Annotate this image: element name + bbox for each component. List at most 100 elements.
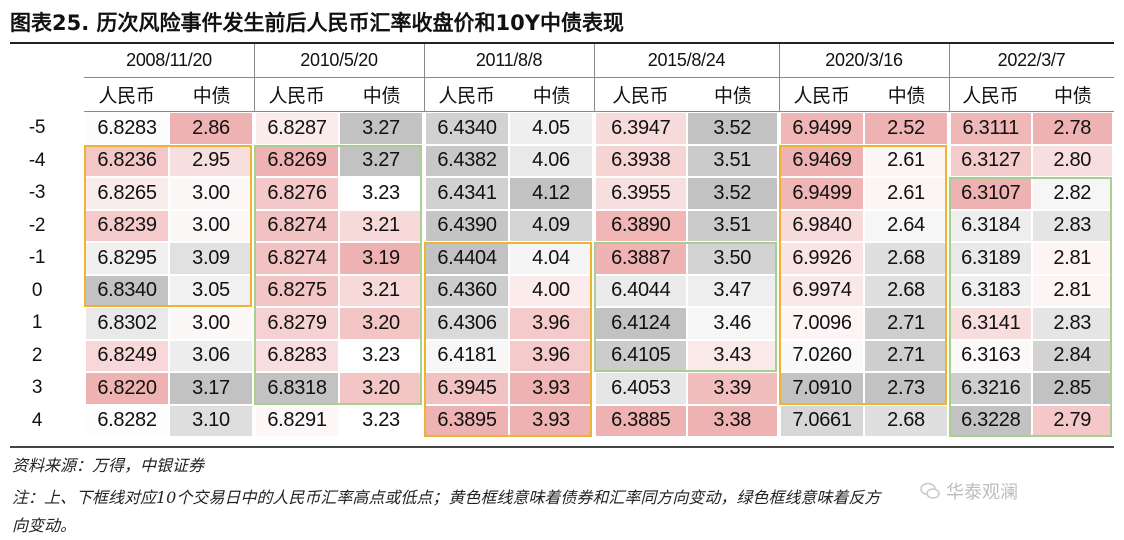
bond-value-cell: 3.52	[687, 113, 777, 144]
cny-value-cell: 6.3938	[596, 145, 686, 176]
cny-value-cell: 6.4124	[596, 308, 686, 339]
bond-value-cell: 3.93	[510, 373, 592, 404]
cny-value-cell: 6.3890	[596, 210, 686, 241]
bond-value-cell: 3.23	[340, 405, 422, 436]
bond-value-cell: 2.52	[865, 113, 947, 144]
cny-value-cell: 7.0910	[781, 373, 863, 404]
bond-value-cell: 2.86	[170, 113, 252, 144]
cny-value-cell: 6.9926	[781, 243, 863, 274]
cny-column-header: 人民币	[949, 78, 1032, 112]
cny-value-cell: 6.8269	[256, 145, 338, 176]
bond-value-cell: 4.06	[510, 145, 592, 176]
bond-value-cell: 3.50	[687, 243, 777, 274]
bond-column-header: 中债	[864, 78, 949, 112]
bond-column-header: 中债	[339, 78, 424, 112]
bond-value-cell: 3.96	[510, 308, 592, 339]
bond-value-cell: 2.81	[1032, 275, 1112, 306]
cny-value-cell: 6.3107	[951, 178, 1031, 209]
footnote-line-1: 注：上、下框线对应10个交易日中的人民币汇率高点或低点；黄色框线意味着债券和汇率…	[12, 488, 881, 507]
cny-value-cell: 6.3945	[426, 373, 508, 404]
cny-value-cell: 6.8302	[86, 308, 168, 339]
cny-value-cell: 6.8279	[256, 308, 338, 339]
bond-value-cell: 3.93	[510, 405, 592, 436]
cny-value-cell: 6.8276	[256, 178, 338, 209]
cny-value-cell: 6.8283	[86, 113, 168, 144]
bond-value-cell: 3.05	[170, 275, 252, 306]
bond-value-cell: 2.61	[865, 145, 947, 176]
cny-value-cell: 6.4382	[426, 145, 508, 176]
cny-value-cell: 6.4105	[596, 340, 686, 371]
cny-value-cell: 6.8318	[256, 373, 338, 404]
bond-value-cell: 3.38	[687, 405, 777, 436]
cny-value-cell: 6.4360	[426, 275, 508, 306]
top-rule	[10, 42, 1114, 44]
cny-value-cell: 6.3955	[596, 178, 686, 209]
group-separator	[594, 44, 595, 112]
row-label: -4	[28, 149, 46, 171]
cny-value-cell: 6.8220	[86, 373, 168, 404]
cny-value-cell: 6.3141	[951, 308, 1031, 339]
bond-column-header: 中债	[509, 78, 594, 112]
cny-value-cell: 6.8287	[256, 113, 338, 144]
bond-value-cell: 3.23	[340, 340, 422, 371]
cny-value-cell: 6.8249	[86, 340, 168, 371]
cny-value-cell: 7.0260	[781, 340, 863, 371]
row-label: -3	[28, 182, 46, 204]
bond-value-cell: 2.84	[1032, 340, 1112, 371]
bond-value-cell: 3.23	[340, 178, 422, 209]
bond-value-cell: 3.00	[170, 178, 252, 209]
bond-column-header: 中债	[686, 78, 779, 112]
event-date-header: 2008/11/20	[84, 44, 254, 78]
cny-value-cell: 6.3111	[951, 113, 1031, 144]
cny-value-cell: 6.3895	[426, 405, 508, 436]
cny-value-cell: 6.3887	[596, 243, 686, 274]
cny-value-cell: 6.9499	[781, 178, 863, 209]
bond-value-cell: 2.83	[1032, 308, 1112, 339]
bond-value-cell: 2.80	[1032, 145, 1112, 176]
wechat-icon	[920, 482, 940, 499]
bond-value-cell: 2.82	[1032, 178, 1112, 209]
bond-value-cell: 4.09	[510, 210, 592, 241]
cny-value-cell: 6.3163	[951, 340, 1031, 371]
bond-value-cell: 2.64	[865, 210, 947, 241]
cny-value-cell: 6.3216	[951, 373, 1031, 404]
watermark: 华泰观澜	[920, 478, 1018, 504]
bond-value-cell: 2.78	[1032, 113, 1112, 144]
row-label: 3	[31, 377, 43, 399]
source-note: 资料来源：万得，中银证券	[12, 456, 205, 475]
cny-value-cell: 6.8282	[86, 405, 168, 436]
cny-value-cell: 6.8274	[256, 243, 338, 274]
bond-value-cell: 2.68	[865, 243, 947, 274]
event-date-header: 2011/8/8	[424, 44, 594, 78]
row-label: -2	[28, 214, 46, 236]
row-label: 4	[31, 409, 43, 431]
data-table: -5 -4 -3 -2 -1 0 1 2 3 4 2008/11/20 人民币 中债 6.8283 6.82…	[10, 44, 1114, 438]
bond-value-cell: 3.43	[687, 340, 777, 371]
bond-value-cell: 2.83	[1032, 210, 1112, 241]
cny-column-header: 人民币	[779, 78, 864, 112]
cny-value-cell: 6.3183	[951, 275, 1031, 306]
cny-value-cell: 6.9840	[781, 210, 863, 241]
cny-value-cell: 6.3184	[951, 210, 1031, 241]
cny-value-cell: 6.4053	[596, 373, 686, 404]
cny-value-cell: 6.8283	[256, 340, 338, 371]
cny-value-cell: 6.4340	[426, 113, 508, 144]
bond-value-cell: 3.46	[687, 308, 777, 339]
event-date-header: 2022/3/7	[949, 44, 1114, 78]
bond-value-cell: 4.00	[510, 275, 592, 306]
bond-value-cell: 2.79	[1032, 405, 1112, 436]
bond-value-cell: 3.52	[687, 178, 777, 209]
cny-value-cell: 6.4306	[426, 308, 508, 339]
row-label: 1	[31, 312, 43, 334]
cny-value-cell: 6.8340	[86, 275, 168, 306]
bond-value-cell: 3.20	[340, 308, 422, 339]
group-separator	[779, 44, 780, 112]
bond-value-cell: 3.51	[687, 210, 777, 241]
cny-value-cell: 6.3228	[951, 405, 1031, 436]
watermark-text: 华泰观澜	[946, 482, 1018, 503]
bond-value-cell: 3.00	[170, 210, 252, 241]
cny-value-cell: 6.3189	[951, 243, 1031, 274]
bond-value-cell: 2.73	[865, 373, 947, 404]
bond-value-cell: 3.96	[510, 340, 592, 371]
cny-column-header: 人民币	[594, 78, 687, 112]
